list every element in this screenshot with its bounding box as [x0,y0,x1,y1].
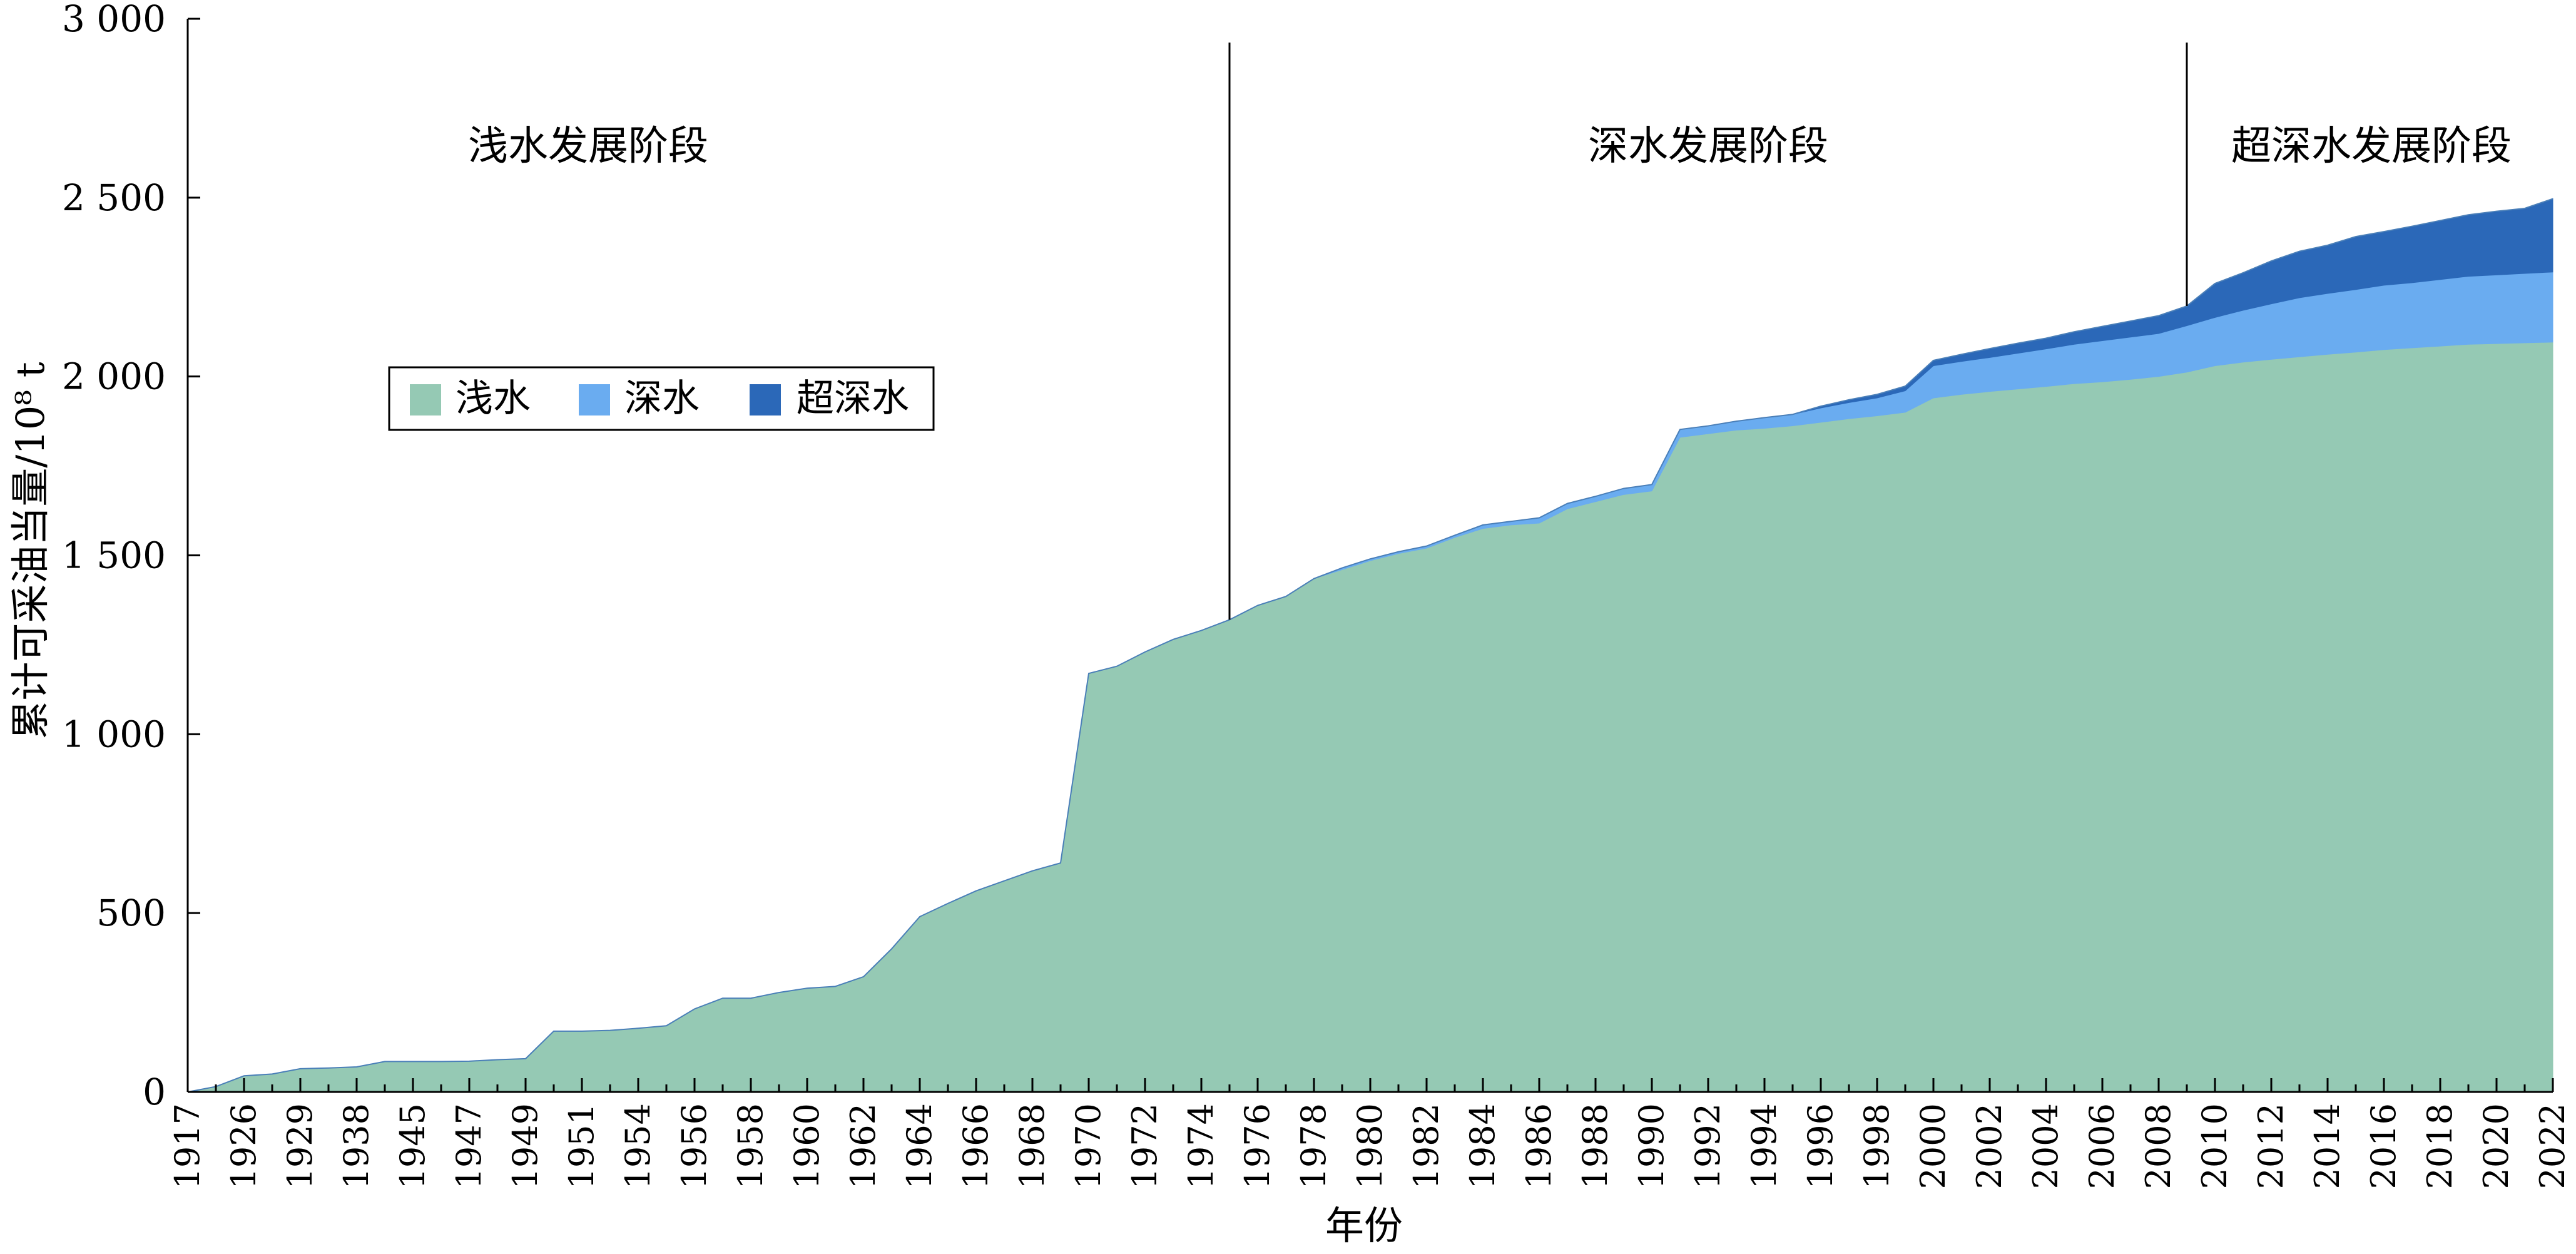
x-tick-label: 1917 [168,1103,207,1189]
x-tick-label: 2010 [2195,1103,2234,1189]
y-tick-label: 0 [143,1071,166,1113]
x-tick-label: 1968 [1012,1103,1052,1189]
x-tick-label: 1980 [1350,1103,1390,1189]
y-tick-label: 500 [96,892,166,934]
y-tick-label: 1 000 [62,713,166,755]
x-tick-label: 2006 [2082,1103,2122,1189]
legend-label-shallow: 浅水 [456,377,531,421]
x-tick-label: 1929 [280,1103,320,1189]
x-axis-title: 年份 [1325,1203,1403,1248]
x-tick-label: 1966 [956,1103,995,1189]
x-tick-label: 2012 [2251,1103,2291,1189]
x-tick-label: 1974 [1181,1103,1221,1189]
x-tick-label: 2000 [1913,1103,1953,1189]
x-tick-label: 2022 [2533,1103,2572,1189]
y-tick-label: 2 500 [62,176,166,219]
x-tick-label: 2018 [2420,1103,2460,1189]
x-tick-label: 2016 [2364,1103,2403,1189]
x-tick-label: 1958 [731,1103,770,1189]
x-tick-label: 1984 [1463,1103,1502,1189]
x-tick-label: 1951 [562,1103,601,1189]
legend-frame [388,366,935,431]
x-tick-label: 1998 [1857,1103,1896,1189]
x-tick-label: 1982 [1407,1103,1446,1189]
legend-label-ultra-deep: 超深水 [797,377,909,421]
x-tick-label: 1956 [675,1103,714,1189]
x-tick-label: 2020 [2477,1103,2516,1189]
x-tick-label: 2014 [2308,1103,2347,1189]
x-tick-label: 1976 [1238,1103,1277,1189]
x-tick-label: 1970 [1069,1103,1108,1189]
legend-swatch-shallow [410,384,441,415]
x-tick-label: 2008 [2139,1103,2178,1189]
x-tick-label: 1972 [1125,1103,1164,1189]
x-tick-label: 1978 [1294,1103,1333,1189]
phase-divider-layer [1228,43,2188,620]
x-tick-label: 1960 [787,1103,827,1189]
phase-label-ultra-deep: 超深水发展阶段 [2231,123,2512,170]
x-tick-label: 1949 [506,1103,545,1189]
x-tick-label: 1964 [900,1103,939,1189]
x-tick-label: 1962 [843,1103,883,1189]
legend-label-deep: 深水 [624,377,700,421]
x-tick-layer: 1917 1926 1929 1938 1945 1947 1949 1951 1954 1956… [168,1078,2572,1189]
x-tick-label: 1954 [618,1103,658,1189]
area-shallow-water [187,342,2553,1093]
area-layer [187,198,2553,1093]
x-tick-label: 2004 [2026,1103,2065,1189]
y-axis-title: 累计可采油当量/10⁸ t [8,362,53,739]
y-tick-layer: 0 500 1 000 1 500 2 000 2 500 3 000 [62,0,200,1113]
x-tick-label: 1986 [1519,1103,1559,1189]
x-tick-label: 1990 [1632,1103,1671,1189]
total-outline [187,198,2553,1093]
x-tick-label: 1996 [1801,1103,1840,1189]
x-tick-label: 1938 [337,1103,376,1189]
y-tick-label: 1 500 [62,534,166,577]
legend: 浅水 深水 超深水 [388,366,935,431]
x-tick-label: 1994 [1744,1103,1784,1189]
y-tick-label: 2 000 [62,355,166,398]
phase-label-deep: 深水发展阶段 [1588,123,1828,170]
legend-swatch-ultra-deep [750,384,781,415]
x-tick-label: 2002 [1970,1103,2009,1189]
x-tick-label: 1947 [449,1103,489,1189]
legend-swatch-deep [579,384,610,415]
x-tick-label: 1945 [393,1103,432,1189]
y-tick-label: 3 000 [62,0,166,40]
x-tick-label: 1926 [224,1103,263,1189]
x-tick-label: 1992 [1688,1103,1728,1189]
x-tick-label: 1988 [1576,1103,1615,1189]
phase-label-shallow: 浅水发展阶段 [468,123,708,170]
